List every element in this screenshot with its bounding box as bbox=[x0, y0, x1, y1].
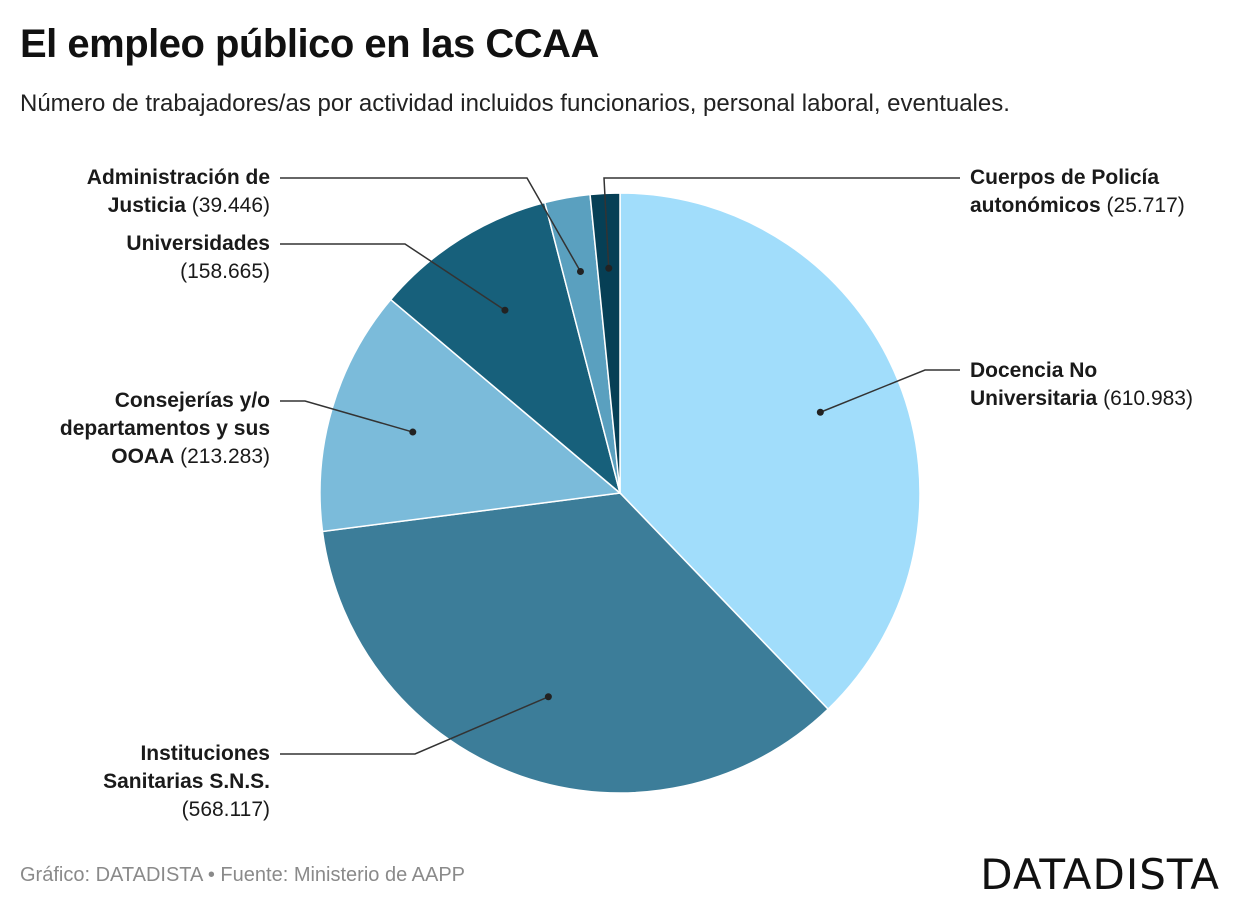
label-policia: Cuerpos de Policía autonómicos (25.717) bbox=[970, 166, 1185, 217]
leader-dot-universidades bbox=[501, 306, 509, 314]
datadista-logo: DATADISTA bbox=[980, 850, 1220, 899]
chart-subtitle: Número de trabajadores/as por actividad … bbox=[20, 90, 1010, 117]
label-universidades: Universidades (158.665) bbox=[126, 232, 270, 283]
label-docencia: Docencia No Universitaria (610.983) bbox=[970, 359, 1193, 410]
leader-dot-justicia bbox=[576, 268, 584, 276]
label-consejerias: Consejerías y/o departamentos y sus OOAA (… bbox=[59, 389, 270, 468]
chart-source: Gráfico: DATADISTA • Fuente: Ministerio … bbox=[20, 864, 466, 886]
leader-line-policia bbox=[603, 177, 960, 269]
label-justicia: Administración de Justicia (39.446) bbox=[86, 166, 270, 217]
leader-line-sanitarias bbox=[280, 696, 549, 755]
pie-slice-universidades bbox=[389, 201, 622, 496]
leader-line-universidades bbox=[280, 243, 506, 311]
leader-dot-docencia bbox=[816, 408, 824, 416]
leader-line-docencia bbox=[820, 369, 960, 413]
leader-line-consejerias bbox=[280, 400, 413, 433]
leader-dot-consejerias bbox=[409, 428, 417, 436]
pie-slice-sanitarias bbox=[321, 492, 830, 794]
leader-line-justicia bbox=[280, 177, 582, 272]
label-sanitarias: Instituciones Sanitarias S.N.S. (568.117) bbox=[103, 742, 270, 821]
leader-dot-policia bbox=[605, 264, 613, 272]
chart-title: El empleo público en las CCAA bbox=[20, 22, 599, 66]
leader-dot-sanitarias bbox=[544, 693, 552, 701]
